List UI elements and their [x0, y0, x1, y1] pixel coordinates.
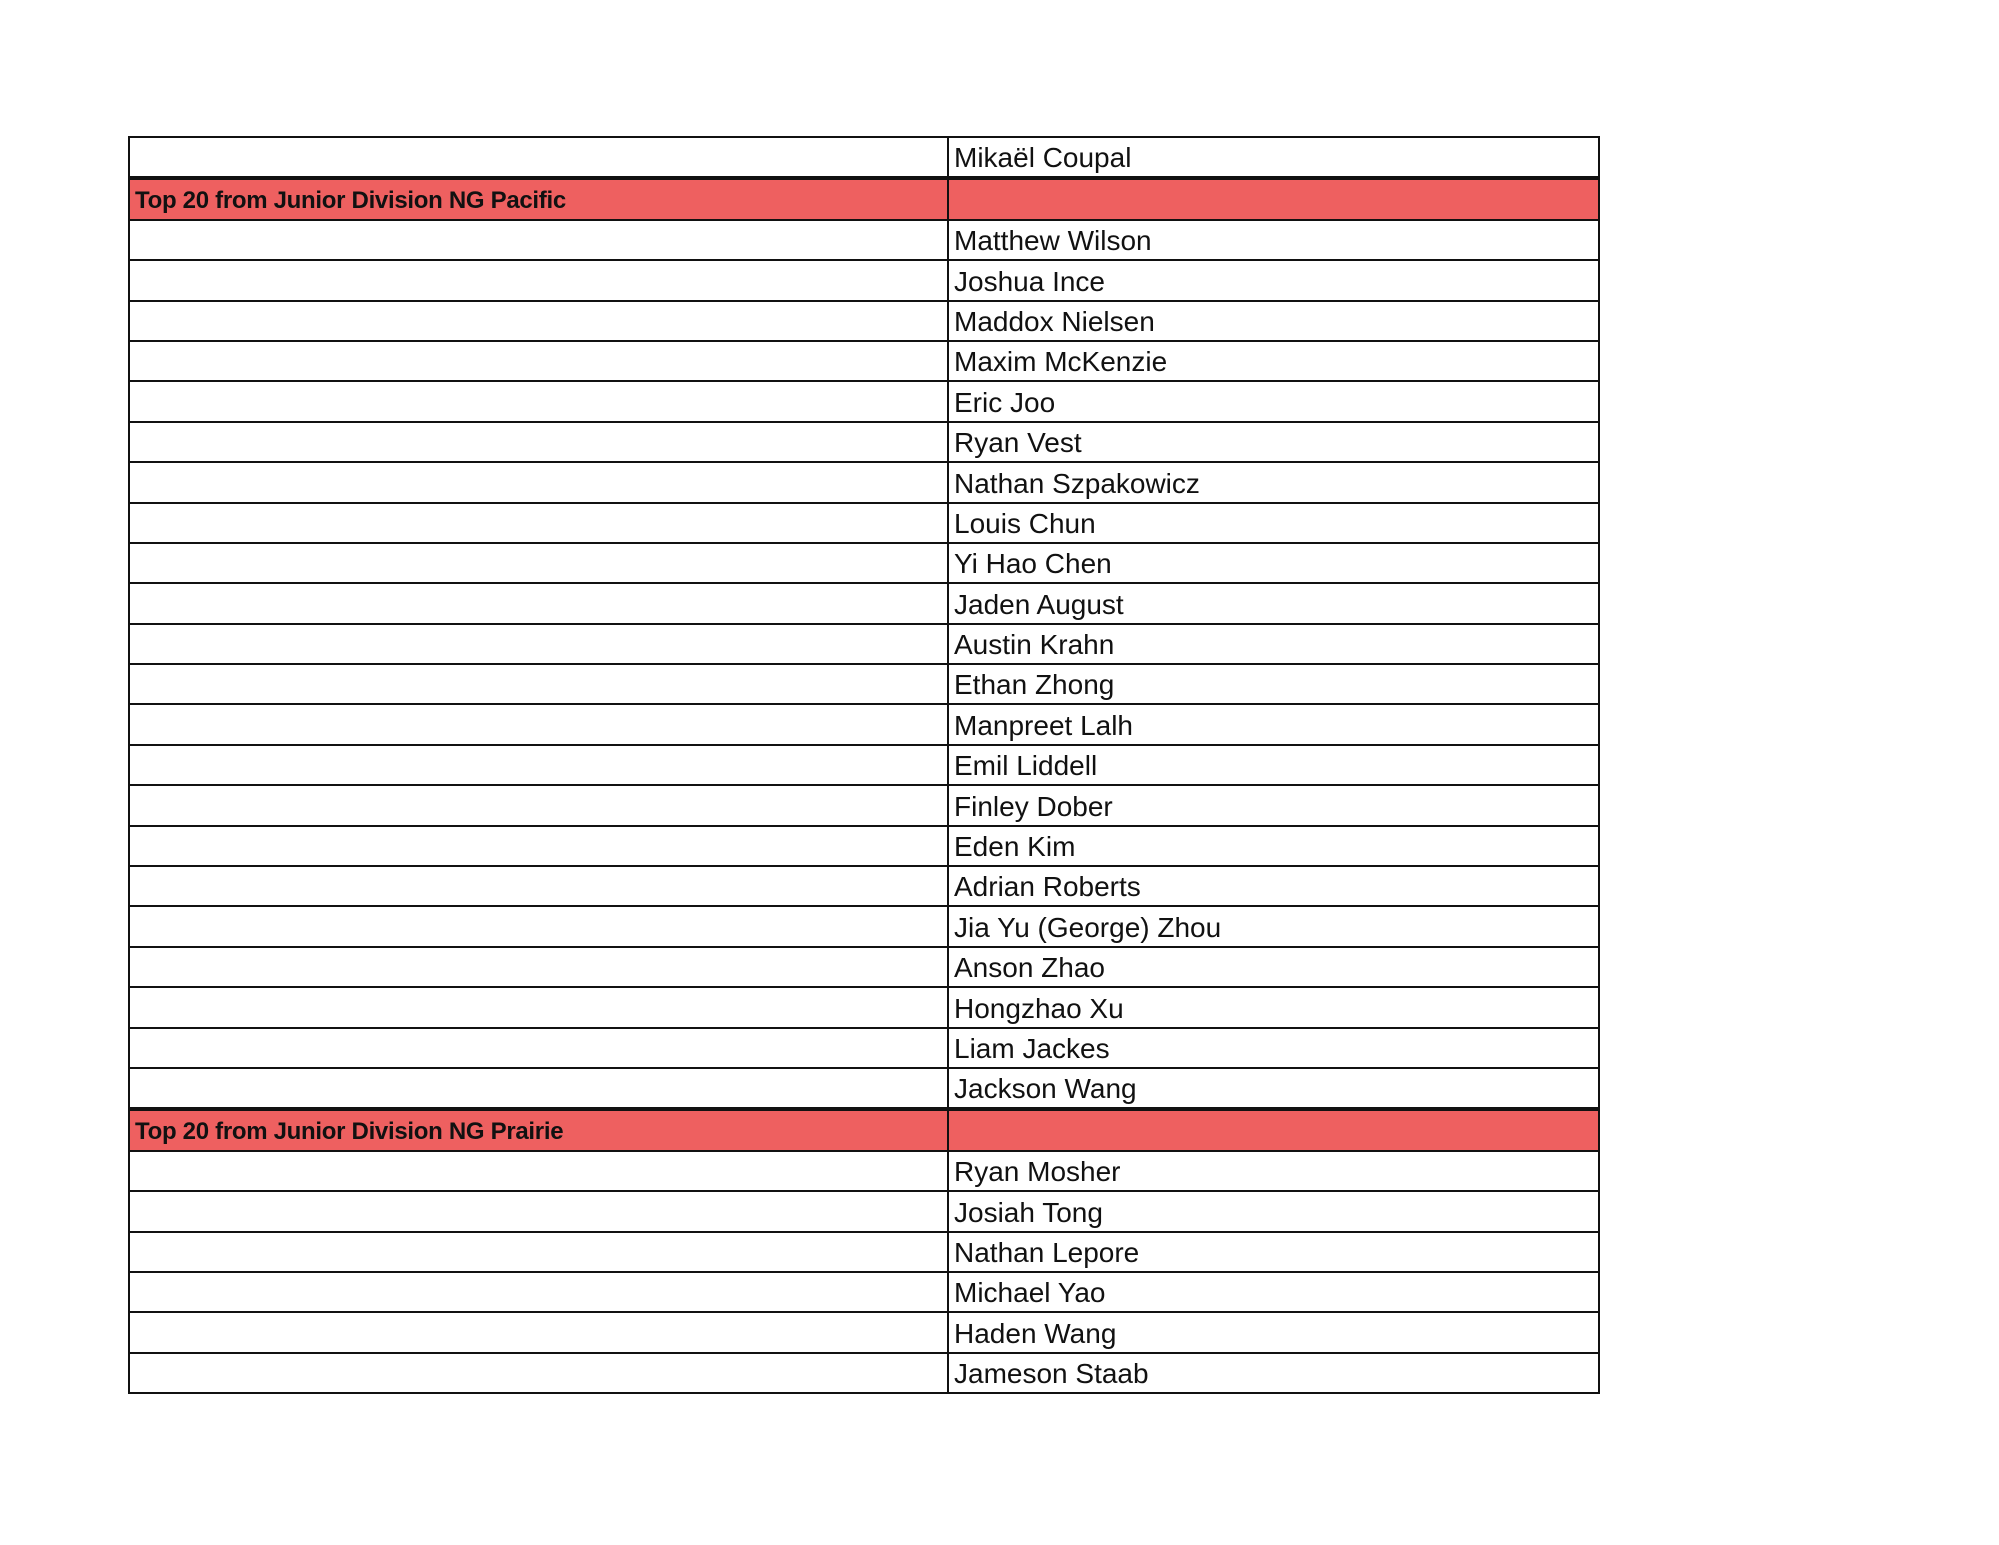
name-cell: Eden Kim: [947, 824, 1600, 868]
table-row: Ryan Vest: [128, 420, 1600, 464]
name-cell: [947, 1107, 1600, 1152]
section-title: Top 20 from Junior Division NG Pacific: [128, 176, 949, 221]
name-cell: Joshua Ince: [947, 259, 1600, 302]
name-cell: Ethan Zhong: [947, 663, 1600, 706]
label-cell: [128, 622, 949, 666]
table-row: Matthew Wilson: [128, 218, 1600, 262]
table-row: Jackson Wang: [128, 1066, 1600, 1111]
label-cell: [128, 541, 949, 585]
table-row: Nathan Szpakowicz: [128, 461, 1600, 504]
name-cell: Finley Dober: [947, 784, 1600, 827]
label-cell: [128, 1149, 949, 1193]
table-row: Joshua Ince: [128, 259, 1600, 302]
table-row: Hongzhao Xu: [128, 986, 1600, 1029]
name-cell: Liam Jackes: [947, 1026, 1600, 1069]
section-header-row: Top 20 from Junior Division NG Pacific: [128, 176, 1600, 221]
table-row: Liam Jackes: [128, 1026, 1600, 1069]
table-row: Manpreet Lalh: [128, 703, 1600, 746]
table-row: Jaden August: [128, 582, 1600, 625]
label-cell: [128, 743, 949, 787]
name-cell: Jameson Staab: [947, 1351, 1600, 1395]
label-cell: [128, 461, 949, 504]
label-cell: [128, 1230, 949, 1273]
name-cell: Ryan Mosher: [947, 1149, 1600, 1193]
label-cell: [128, 135, 949, 180]
section-title: Top 20 from Junior Division NG Prairie: [128, 1107, 949, 1152]
table-row: Emil Liddell: [128, 743, 1600, 787]
table-row: Jameson Staab: [128, 1351, 1600, 1395]
label-cell: [128, 501, 949, 544]
label-cell: [128, 582, 949, 625]
table-row: Eden Kim: [128, 824, 1600, 868]
roster-table: Mikaël Coupal Top 20 from Junior Division…: [128, 135, 1600, 1395]
name-cell: Emil Liddell: [947, 743, 1600, 787]
table-row: Michael Yao: [128, 1270, 1600, 1314]
name-cell: Yi Hao Chen: [947, 541, 1600, 585]
label-cell: [128, 865, 949, 908]
table-row: Yi Hao Chen: [128, 541, 1600, 585]
table-row: Haden Wang: [128, 1311, 1600, 1354]
label-cell: [128, 824, 949, 868]
table-row: Anson Zhao: [128, 945, 1600, 989]
label-cell: [128, 218, 949, 262]
label-cell: [128, 1270, 949, 1314]
name-cell: Austin Krahn: [947, 622, 1600, 666]
table-row: Ethan Zhong: [128, 663, 1600, 706]
label-cell: [128, 1190, 949, 1233]
label-cell: [128, 986, 949, 1029]
name-cell: Maddox Nielsen: [947, 299, 1600, 342]
label-cell: [128, 703, 949, 746]
label-cell: [128, 663, 949, 706]
name-cell: Michael Yao: [947, 1270, 1600, 1314]
table-row: Jia Yu (George) Zhou: [128, 905, 1600, 948]
table-row: Maxim McKenzie: [128, 339, 1600, 383]
label-cell: [128, 1066, 949, 1111]
label-cell: [128, 1311, 949, 1354]
name-cell: Jackson Wang: [947, 1066, 1600, 1111]
name-cell: Eric Joo: [947, 380, 1600, 423]
label-cell: [128, 380, 949, 423]
table-row: Mikaël Coupal: [128, 135, 1600, 180]
label-cell: [128, 339, 949, 383]
label-cell: [128, 420, 949, 464]
label-cell: [128, 945, 949, 989]
table-row: Austin Krahn: [128, 622, 1600, 666]
label-cell: [128, 1026, 949, 1069]
name-cell: Jia Yu (George) Zhou: [947, 905, 1600, 948]
table-row: Louis Chun: [128, 501, 1600, 544]
name-cell: Nathan Szpakowicz: [947, 461, 1600, 504]
label-cell: [128, 299, 949, 342]
table-row: Adrian Roberts: [128, 865, 1600, 908]
name-cell: Ryan Vest: [947, 420, 1600, 464]
name-cell: Mikaël Coupal: [947, 135, 1600, 180]
name-cell: Louis Chun: [947, 501, 1600, 544]
name-cell: Matthew Wilson: [947, 218, 1600, 262]
table-row: Nathan Lepore: [128, 1230, 1600, 1273]
name-cell: Manpreet Lalh: [947, 703, 1600, 746]
name-cell: Haden Wang: [947, 1311, 1600, 1354]
name-cell: [947, 176, 1600, 221]
name-cell: Maxim McKenzie: [947, 339, 1600, 383]
label-cell: [128, 1351, 949, 1395]
name-cell: Nathan Lepore: [947, 1230, 1600, 1273]
table-row: Ryan Mosher: [128, 1149, 1600, 1193]
name-cell: Adrian Roberts: [947, 865, 1600, 908]
section-header-row: Top 20 from Junior Division NG Prairie: [128, 1107, 1600, 1152]
table-row: Finley Dober: [128, 784, 1600, 827]
table-row: Eric Joo: [128, 380, 1600, 423]
label-cell: [128, 905, 949, 948]
table-row: Josiah Tong: [128, 1190, 1600, 1233]
label-cell: [128, 784, 949, 827]
name-cell: Anson Zhao: [947, 945, 1600, 989]
name-cell: Hongzhao Xu: [947, 986, 1600, 1029]
name-cell: Josiah Tong: [947, 1190, 1600, 1233]
label-cell: [128, 259, 949, 302]
table-row: Maddox Nielsen: [128, 299, 1600, 342]
name-cell: Jaden August: [947, 582, 1600, 625]
